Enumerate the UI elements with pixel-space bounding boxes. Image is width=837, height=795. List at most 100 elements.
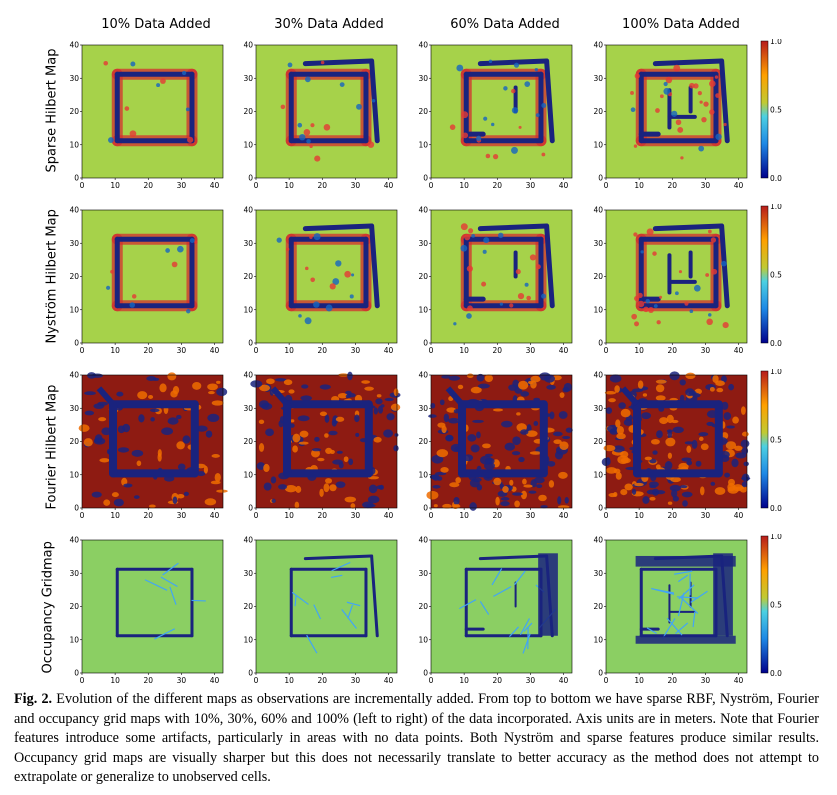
x-tick-label: 10: [459, 511, 469, 520]
x-tick-label: 10: [459, 346, 469, 355]
y-tick-label: 10: [418, 140, 428, 149]
y-tick-label: 30: [593, 569, 603, 578]
y-tick-label: 0: [248, 339, 253, 348]
x-tick-label: 30: [177, 511, 187, 520]
row-label-nystrom: Nyström Hilbert Map: [44, 209, 60, 344]
x-tick-label: 30: [526, 346, 536, 355]
y-tick-label: 20: [243, 272, 253, 281]
panel-fourier-col1: 0 10 20 30 40 0 10 20 30 40: [64, 369, 231, 524]
colorbar: [760, 40, 769, 179]
y-tick-label: 30: [418, 569, 428, 578]
y-tick-label: 30: [243, 239, 253, 248]
colorbar-tick-label: 1.0: [770, 204, 782, 211]
colorbar-tick-label: 0.5: [770, 271, 782, 280]
y-tick-label: 10: [418, 305, 428, 314]
colorbar-tick-label: 0.5: [770, 601, 782, 610]
x-tick-label: 30: [177, 676, 187, 685]
x-tick-label: 40: [734, 676, 744, 685]
colorbar-tick-label: 1.0: [770, 534, 782, 541]
panel-fourier-col2: 0 10 20 30 40 0 10 20 30 40: [238, 369, 405, 524]
x-tick-label: 20: [317, 346, 327, 355]
x-tick-label: 40: [734, 511, 744, 520]
y-tick-label: 30: [243, 404, 253, 413]
x-tick-label: 10: [110, 346, 120, 355]
y-tick-label: 20: [243, 602, 253, 611]
x-tick-label: 30: [351, 676, 361, 685]
y-tick-label: 40: [243, 41, 253, 50]
y-tick-label: 20: [418, 437, 428, 446]
x-tick-label: 30: [701, 346, 711, 355]
x-tick-label: 0: [80, 676, 85, 685]
y-tick-label: 10: [593, 470, 603, 479]
x-tick-label: 20: [667, 181, 677, 190]
y-tick-label: 10: [243, 305, 253, 314]
y-tick-label: 20: [593, 107, 603, 116]
y-tick-label: 0: [598, 669, 603, 678]
y-tick-label: 30: [593, 74, 603, 83]
y-tick-label: 30: [593, 239, 603, 248]
x-tick-label: 0: [254, 676, 259, 685]
y-tick-label: 20: [593, 272, 603, 281]
x-tick-label: 30: [351, 511, 361, 520]
x-tick-label: 30: [177, 181, 187, 190]
x-tick-label: 10: [634, 181, 644, 190]
x-tick-label: 40: [559, 511, 569, 520]
x-tick-label: 20: [667, 346, 677, 355]
y-tick-label: 40: [418, 41, 428, 50]
y-tick-label: 10: [69, 470, 79, 479]
x-tick-label: 40: [384, 181, 394, 190]
y-tick-label: 0: [598, 504, 603, 513]
x-tick-label: 30: [526, 676, 536, 685]
x-tick-label: 10: [284, 676, 294, 685]
x-tick-label: 40: [384, 676, 394, 685]
x-tick-label: 10: [284, 181, 294, 190]
x-tick-label: 20: [492, 511, 502, 520]
column-title-30: 30% Data Added: [274, 17, 384, 32]
x-tick-label: 30: [701, 181, 711, 190]
x-tick-label: 10: [110, 511, 120, 520]
panel-fourier-col3: 0 10 20 30 40 0 10 20 30 40: [413, 369, 580, 524]
x-tick-label: 0: [429, 676, 434, 685]
y-tick-label: 10: [243, 635, 253, 644]
x-tick-label: 30: [351, 346, 361, 355]
caption-label: Fig. 2.: [14, 691, 53, 707]
y-tick-label: 30: [418, 74, 428, 83]
row-label-sparse: Sparse Hilbert Map: [44, 48, 60, 173]
x-tick-label: 30: [526, 181, 536, 190]
y-tick-label: 20: [418, 602, 428, 611]
x-tick-label: 20: [143, 676, 153, 685]
x-tick-label: 30: [701, 511, 711, 520]
x-tick-label: 10: [284, 346, 294, 355]
y-tick-label: 30: [69, 74, 79, 83]
y-tick-label: 20: [418, 107, 428, 116]
y-tick-label: 20: [69, 437, 79, 446]
panel-occupancy-col3: 0 10 20 30 40 0 10 20 30 40: [413, 534, 580, 689]
panel-fourier-col4: 0 10 20 30 40 0 10 20 30 40 1.0 0.5 0.0: [588, 369, 799, 524]
y-tick-label: 40: [593, 206, 603, 215]
y-tick-label: 40: [243, 371, 253, 380]
y-tick-label: 0: [423, 339, 428, 348]
x-tick-label: 0: [604, 346, 609, 355]
x-tick-label: 0: [80, 181, 85, 190]
y-tick-label: 40: [418, 371, 428, 380]
row-label-occupancy: Occupancy Gridmap: [40, 541, 56, 674]
x-tick-label: 30: [177, 346, 187, 355]
y-tick-label: 10: [243, 140, 253, 149]
colorbar: [760, 535, 769, 674]
map-background: [82, 540, 223, 673]
y-tick-label: 10: [418, 635, 428, 644]
panel-nystrom-col3: 0 10 20 30 40 0 10 20 30 40: [413, 204, 580, 359]
y-tick-label: 30: [69, 239, 79, 248]
x-tick-label: 40: [559, 346, 569, 355]
figure-caption: Fig. 2. Evolution of the different maps …: [14, 690, 819, 788]
caption-text: Evolution of the different maps as obser…: [14, 691, 820, 786]
y-tick-label: 0: [598, 174, 603, 183]
x-tick-label: 20: [492, 346, 502, 355]
x-tick-label: 40: [559, 181, 569, 190]
x-tick-label: 0: [80, 511, 85, 520]
y-tick-label: 20: [69, 602, 79, 611]
y-tick-label: 30: [593, 404, 603, 413]
map-background: [82, 210, 223, 343]
x-tick-label: 20: [317, 181, 327, 190]
y-tick-label: 20: [69, 272, 79, 281]
